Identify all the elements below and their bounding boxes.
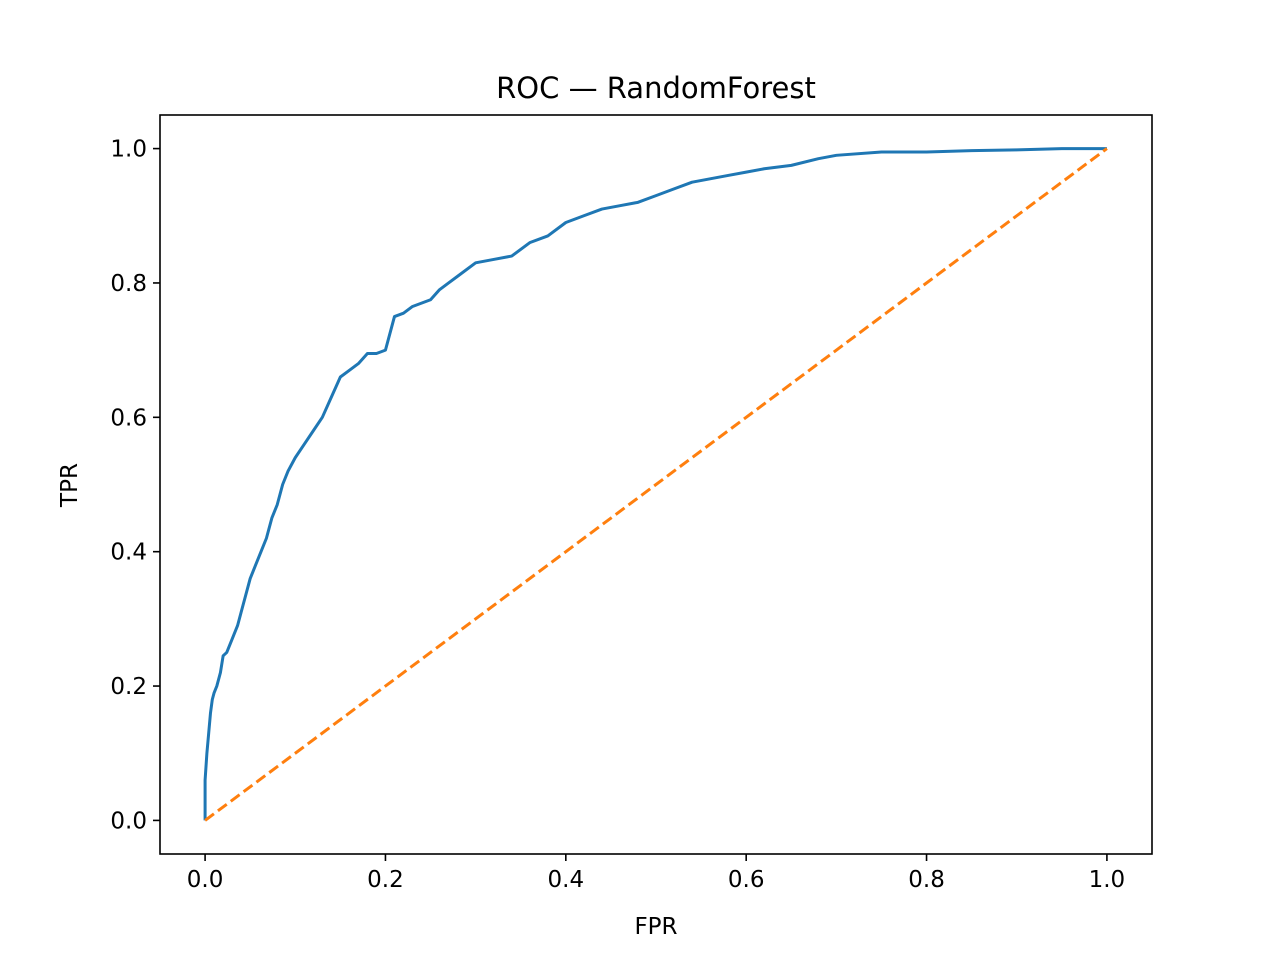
series-layer: [203, 147, 1108, 822]
plot-frame: [159, 114, 1153, 855]
x-tick-label: 0.6: [728, 867, 765, 893]
y-tick-label: 0.2: [110, 674, 147, 700]
x-tick-label: 0.8: [908, 867, 945, 893]
y-tick-label: 0.8: [110, 271, 147, 297]
x-tick-label: 1.0: [1089, 867, 1126, 893]
y-tick-label: 0.4: [110, 540, 147, 566]
x-tick-label: 0.4: [548, 867, 585, 893]
x-tick-label: 0.0: [187, 867, 224, 893]
x-axis-label: FPR: [634, 914, 677, 940]
chart-title: ROC — RandomForest: [496, 71, 816, 105]
y-tick-label: 0.6: [110, 405, 147, 431]
roc-curve-line: [203, 147, 1107, 821]
y-axis-label: TPR: [57, 463, 83, 508]
y-axis-ticks: 0.0 0.2 0.4 0.6 0.8 1.0: [110, 137, 160, 834]
x-axis-ticks: 0.0 0.2 0.4 0.6 0.8 1.0: [187, 854, 1125, 893]
y-tick-label: 1.0: [110, 137, 147, 163]
chance-diagonal-line: [204, 147, 1108, 822]
x-tick-label: 0.2: [367, 867, 404, 893]
y-tick-label: 0.0: [110, 808, 147, 834]
plot-area: [159, 114, 1153, 855]
